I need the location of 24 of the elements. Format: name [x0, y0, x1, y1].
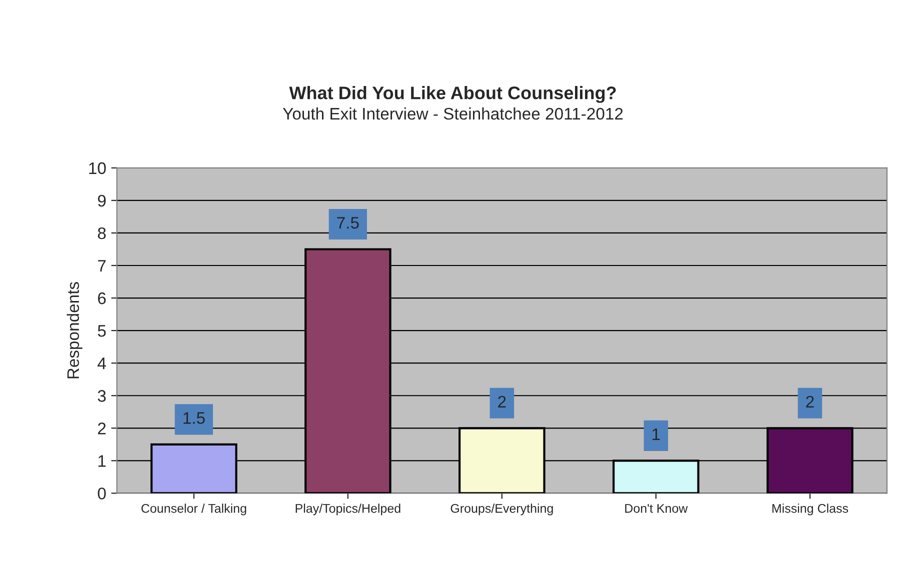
x-tick-label: Counselor / Talking	[141, 504, 246, 516]
data-label: 1	[652, 428, 660, 440]
data-label: 2	[806, 396, 814, 408]
y-tick-label: 9	[98, 194, 106, 207]
x-tick-label: Missing Class	[772, 504, 848, 516]
data-label: 1.5	[184, 412, 205, 424]
y-tick-label: 6	[98, 292, 106, 304]
y-tick-label: 4	[98, 358, 106, 370]
x-tick-label: Groups/Everything	[450, 504, 553, 516]
y-tick-label: 5	[98, 325, 106, 337]
data-label: 2	[498, 396, 506, 408]
y-tick-label: 3	[98, 390, 106, 402]
y-tick-label: 8	[98, 227, 106, 240]
y-axis-title: Respondents	[66, 282, 82, 378]
y-tick-label: 2	[98, 422, 106, 434]
chart-title: What Did You Like About Counseling?	[289, 86, 616, 103]
x-tick-label: Don't Know	[625, 504, 688, 513]
chart-subtitle: Youth Exit Interview - Steinhatchee 2011-2012	[282, 107, 623, 120]
y-tick-label: 7	[98, 260, 106, 272]
y-tick-label: 0	[98, 488, 106, 500]
data-label: 7.5	[337, 217, 359, 229]
y-tick-label: 10	[89, 162, 106, 174]
y-tick-label: 1	[98, 455, 106, 467]
x-tick-label: Play/Topics/Helped	[296, 504, 400, 516]
